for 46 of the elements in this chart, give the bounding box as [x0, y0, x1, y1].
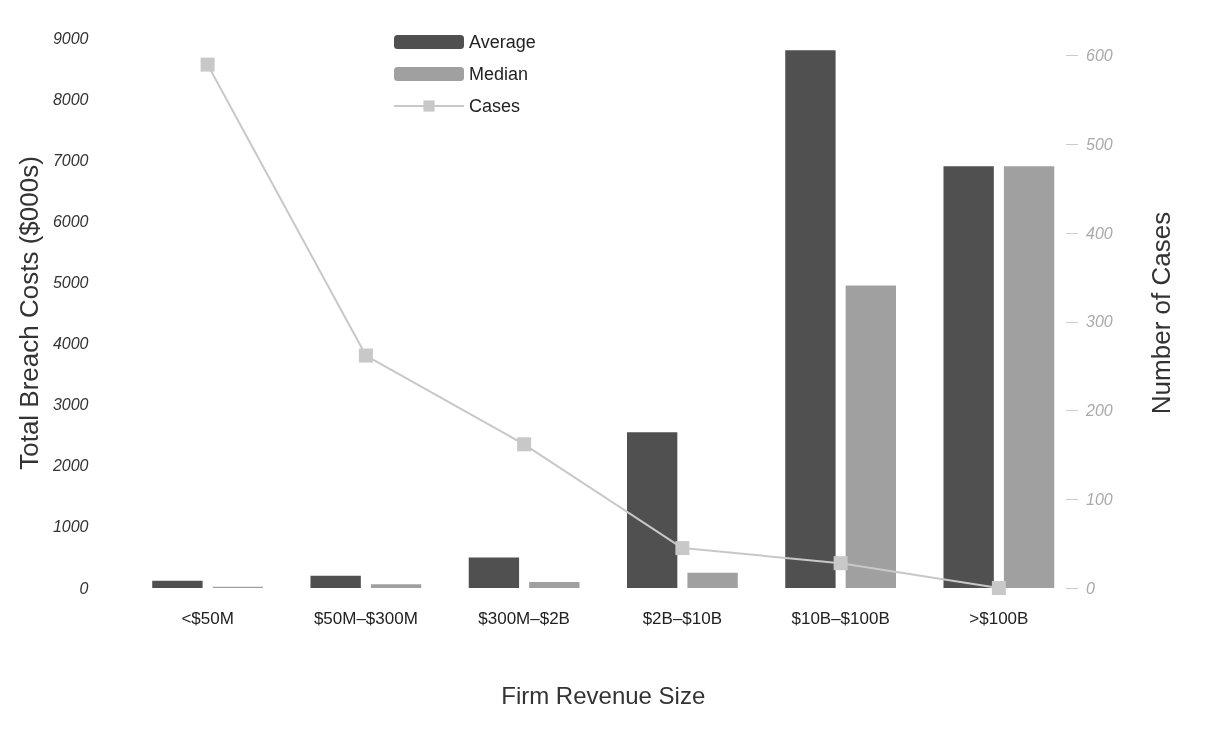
point	[358, 348, 373, 363]
x-tick-label: $300M–$2B	[478, 609, 570, 628]
bar	[310, 575, 361, 588]
legend-label: Average	[469, 32, 536, 52]
x-tick-label: $50M–$300M	[313, 609, 418, 628]
point	[200, 57, 215, 72]
point	[675, 541, 690, 556]
bar	[626, 432, 678, 588]
y2-tick-label: 100	[1086, 490, 1113, 508]
y-axis-title: Total Breach Costs ($000s)	[14, 156, 44, 470]
y-tick-label: 2000	[51, 457, 89, 475]
bar	[370, 584, 422, 588]
bar	[468, 557, 520, 588]
y-tick-label: 8000	[52, 90, 89, 108]
point	[833, 556, 848, 571]
legend-label: Median	[469, 64, 529, 84]
y-tick-label: 6000	[52, 212, 89, 230]
bar	[687, 572, 738, 588]
bar	[845, 285, 897, 588]
bar	[785, 50, 836, 588]
y-tick-label: 0	[79, 579, 89, 597]
x-tick-label: <$50M	[181, 609, 234, 628]
legend-label: Cases	[469, 96, 521, 116]
y-tick-label: 3000	[52, 396, 89, 414]
x-tick-label: $2B–$10B	[642, 609, 723, 628]
y2-axis-title: Number of Cases	[1146, 211, 1176, 415]
bar	[1003, 166, 1055, 588]
y-tick-label: 7000	[52, 151, 89, 169]
y-tick-label: 1000	[52, 518, 89, 536]
y-tick-label: 5000	[52, 273, 89, 291]
y2-tick-label: 0	[1086, 579, 1095, 597]
bar	[152, 580, 203, 588]
x-tick-label: >$100B	[969, 609, 1029, 628]
y-tick-label: 4000	[52, 335, 89, 353]
x-axis-title: Firm Revenue Size	[501, 681, 706, 709]
bar	[529, 581, 580, 588]
y-tick-label: 9000	[52, 29, 89, 47]
y2-tick-label: 300	[1086, 313, 1113, 331]
point	[517, 437, 532, 452]
bar	[943, 166, 994, 588]
x-tick-label: $10B–$100B	[791, 609, 890, 628]
y2-tick-label: 500	[1086, 135, 1113, 153]
y2-tick-label: 200	[1085, 402, 1113, 420]
point	[991, 581, 1006, 595]
y2-tick-label: 400	[1086, 224, 1113, 242]
y2-tick-label: 600	[1086, 47, 1113, 65]
